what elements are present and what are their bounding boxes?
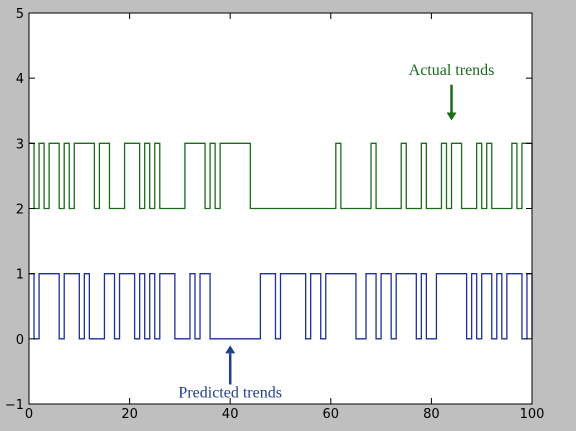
y-tick-label: 0 [16,333,24,348]
annotation-label: Actual trends [409,62,495,79]
y-tick-label: −1 [5,398,24,413]
annotation-arrowhead [225,345,236,354]
annotations: Actual trends Predicted trends [178,62,494,402]
y-tick-label: 2 [16,203,24,218]
x-tick-label: 60 [323,407,340,422]
x-tick-label: 20 [121,407,138,422]
y-tick-label: 3 [16,137,24,152]
x-tick-label: 100 [520,407,545,422]
x-tick-label: 80 [423,407,440,422]
series-layer [29,142,533,340]
series-line-1 [29,273,533,340]
annotation-arrowhead [446,112,457,121]
annotation-label: Predicted trends [178,384,282,401]
series-line-0 [29,142,533,210]
y-tick-label: 5 [16,7,24,22]
y-tick-label: 4 [16,72,24,87]
y-tick-label: 1 [16,268,24,283]
x-tick-label: 40 [222,407,239,422]
x-tick-label: 0 [25,407,33,422]
